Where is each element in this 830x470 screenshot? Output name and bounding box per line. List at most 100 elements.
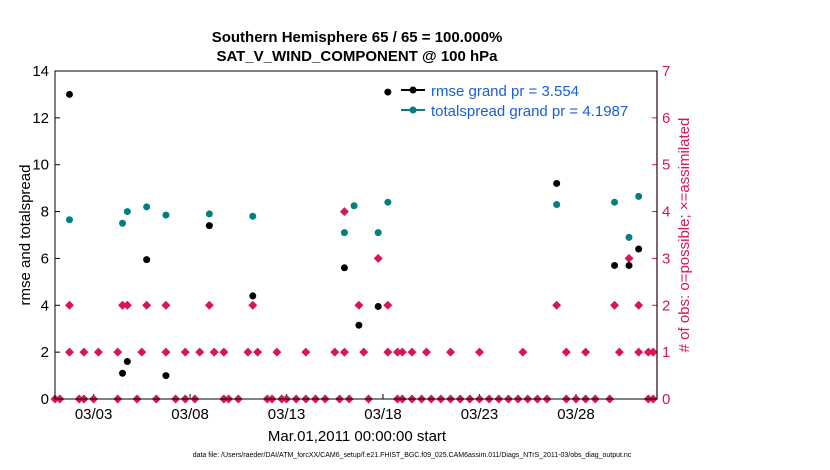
obs-assimilated-point xyxy=(161,347,171,357)
obs-assimilated-point xyxy=(64,347,74,357)
obs-assimilated-point xyxy=(301,347,311,357)
obs-possible-point xyxy=(248,300,258,310)
rmse-point xyxy=(355,321,363,329)
obs-assimilated-point xyxy=(113,347,123,357)
y2-tick-label: 4 xyxy=(662,204,670,221)
y-tick-label: 12 xyxy=(32,110,49,127)
x-tick-label: 03/18 xyxy=(364,406,402,423)
obs-assimilated-point xyxy=(421,347,431,357)
x-tick-label: 03/13 xyxy=(268,406,306,423)
obs-possible-point xyxy=(634,300,644,310)
y2-axis-label: # of obs: o=possible; ×=assimilated xyxy=(676,118,693,353)
obs-possible-point xyxy=(354,300,364,310)
totalspread-point xyxy=(374,229,382,237)
y-tick-label: 14 xyxy=(32,63,49,80)
rmse-point xyxy=(65,90,73,98)
data-marks xyxy=(50,88,658,404)
y2-tick-label: 1 xyxy=(662,344,670,361)
y-tick-label: 4 xyxy=(41,297,49,314)
totalspread-point xyxy=(123,208,131,216)
y-axis-right: 0 1 2 3 4 5 6 7 xyxy=(652,63,670,408)
totalspread-point xyxy=(553,201,561,209)
y2-tick-label: 7 xyxy=(662,63,670,80)
obs-possible-point xyxy=(383,300,393,310)
y-axis-label: rmse and totalspread xyxy=(17,165,34,306)
legend-rmse-label: rmse grand pr = 3.554 xyxy=(431,83,579,100)
obs-possible-point xyxy=(624,253,634,263)
obs-assimilated-point xyxy=(359,347,369,357)
y-tick-label: 8 xyxy=(41,204,49,221)
obs-possible-point xyxy=(118,300,128,310)
obs-possible-point xyxy=(552,300,562,310)
obs-possible-point xyxy=(142,300,152,310)
totalspread-point xyxy=(65,216,73,224)
x-tick-label: 03/03 xyxy=(75,406,113,423)
y2-tick-label: 3 xyxy=(662,250,670,267)
obs-assimilated-point xyxy=(561,347,571,357)
obs-assimilated-point xyxy=(397,347,407,357)
totalspread-point xyxy=(611,198,619,206)
totalspread-point xyxy=(350,202,358,210)
obs-assimilated-point xyxy=(180,347,190,357)
y2-tick-label: 5 xyxy=(662,157,670,174)
obs-possible-point xyxy=(610,300,620,310)
x-tick-label: 03/23 xyxy=(461,406,499,423)
obs-assimilated-point xyxy=(137,347,147,357)
obs-assimilated-point xyxy=(209,347,219,357)
obs-assimilated-point xyxy=(93,347,103,357)
y-tick-label: 0 xyxy=(41,391,49,408)
rmse-point xyxy=(611,261,619,269)
x-tick-label: 03/28 xyxy=(557,406,595,423)
y-tick-label: 6 xyxy=(41,250,49,267)
obs-possible-point xyxy=(204,300,214,310)
chart-subtitle: SAT_V_WIND_COMPONENT @ 100 hPa xyxy=(216,48,498,65)
obs-assimilated-point xyxy=(392,347,402,357)
obs-assimilated-point xyxy=(614,347,624,357)
y2-tick-label: 6 xyxy=(662,110,670,127)
obs-assimilated-point xyxy=(581,347,591,357)
y-tick-label: 2 xyxy=(41,344,49,361)
obs-possible-point xyxy=(161,300,171,310)
rmse-point xyxy=(635,245,643,253)
obs-assimilated-point xyxy=(634,347,644,357)
obs-assimilated-point xyxy=(195,347,205,357)
obs-assimilated-point xyxy=(79,347,89,357)
rmse-point xyxy=(374,302,382,310)
obs-assimilated-point xyxy=(446,347,456,357)
obs-possible-point xyxy=(373,253,383,263)
obs-assimilated-point xyxy=(243,347,253,357)
totalspread-point xyxy=(205,210,213,218)
obs-assimilated-point xyxy=(518,347,528,357)
obs-assimilated-point xyxy=(383,347,393,357)
x-tick-label: 03/08 xyxy=(171,406,209,423)
obs-assimilated-point xyxy=(253,347,263,357)
y-tick-label: 10 xyxy=(32,157,49,174)
obs-assimilated-point xyxy=(330,347,340,357)
legend-rmse-marker xyxy=(409,86,417,94)
y2-tick-label: 0 xyxy=(662,391,670,408)
totalspread-point xyxy=(384,198,392,206)
obs-possible-point xyxy=(64,300,74,310)
obs-assimilated-point xyxy=(648,347,658,357)
rmse-point xyxy=(340,264,348,272)
obs-assimilated-point xyxy=(643,347,653,357)
totalspread-point xyxy=(340,229,348,237)
rmse-point xyxy=(625,261,633,269)
chart-title: Southern Hemisphere 65 / 65 = 100.000% xyxy=(212,29,503,46)
totalspread-point xyxy=(625,233,633,241)
totalspread-point xyxy=(162,211,170,219)
x-axis-label: Mar.01,2011 00:00:00 start xyxy=(268,428,447,445)
rmse-point xyxy=(384,88,392,96)
obs-possible-point xyxy=(339,207,349,217)
totalspread-point xyxy=(119,219,127,227)
totalspread-point xyxy=(249,212,257,220)
obs-assimilated-point xyxy=(219,347,229,357)
obs-assimilated-point xyxy=(407,347,417,357)
legend-spread-label: totalspread grand pr = 4.1987 xyxy=(431,103,628,120)
legend: rmse grand pr = 3.554 totalspread grand … xyxy=(401,83,628,120)
rmse-point xyxy=(119,369,127,377)
obs-assimilated-point xyxy=(272,347,282,357)
rmse-point xyxy=(123,358,131,366)
rmse-point xyxy=(162,372,170,380)
totalspread-point xyxy=(635,192,643,200)
